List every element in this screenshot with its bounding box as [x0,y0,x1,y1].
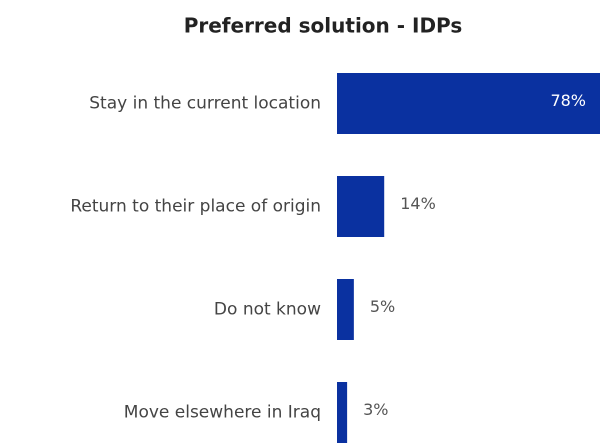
bar [337,279,354,340]
bar [337,176,385,237]
value-label: 78% [550,91,586,110]
value-label: 3% [363,400,388,419]
category-label: Move elsewhere in Iraq [124,403,321,423]
chart-title: Preferred solution - IDPs [184,14,463,38]
category-label: Do not know [214,300,321,320]
category-label: Return to their place of origin [70,197,321,217]
category-label: Stay in the current location [89,94,321,114]
value-label: 5% [370,297,395,316]
bar [337,73,600,134]
value-label: 14% [400,194,436,213]
bar [337,382,348,443]
